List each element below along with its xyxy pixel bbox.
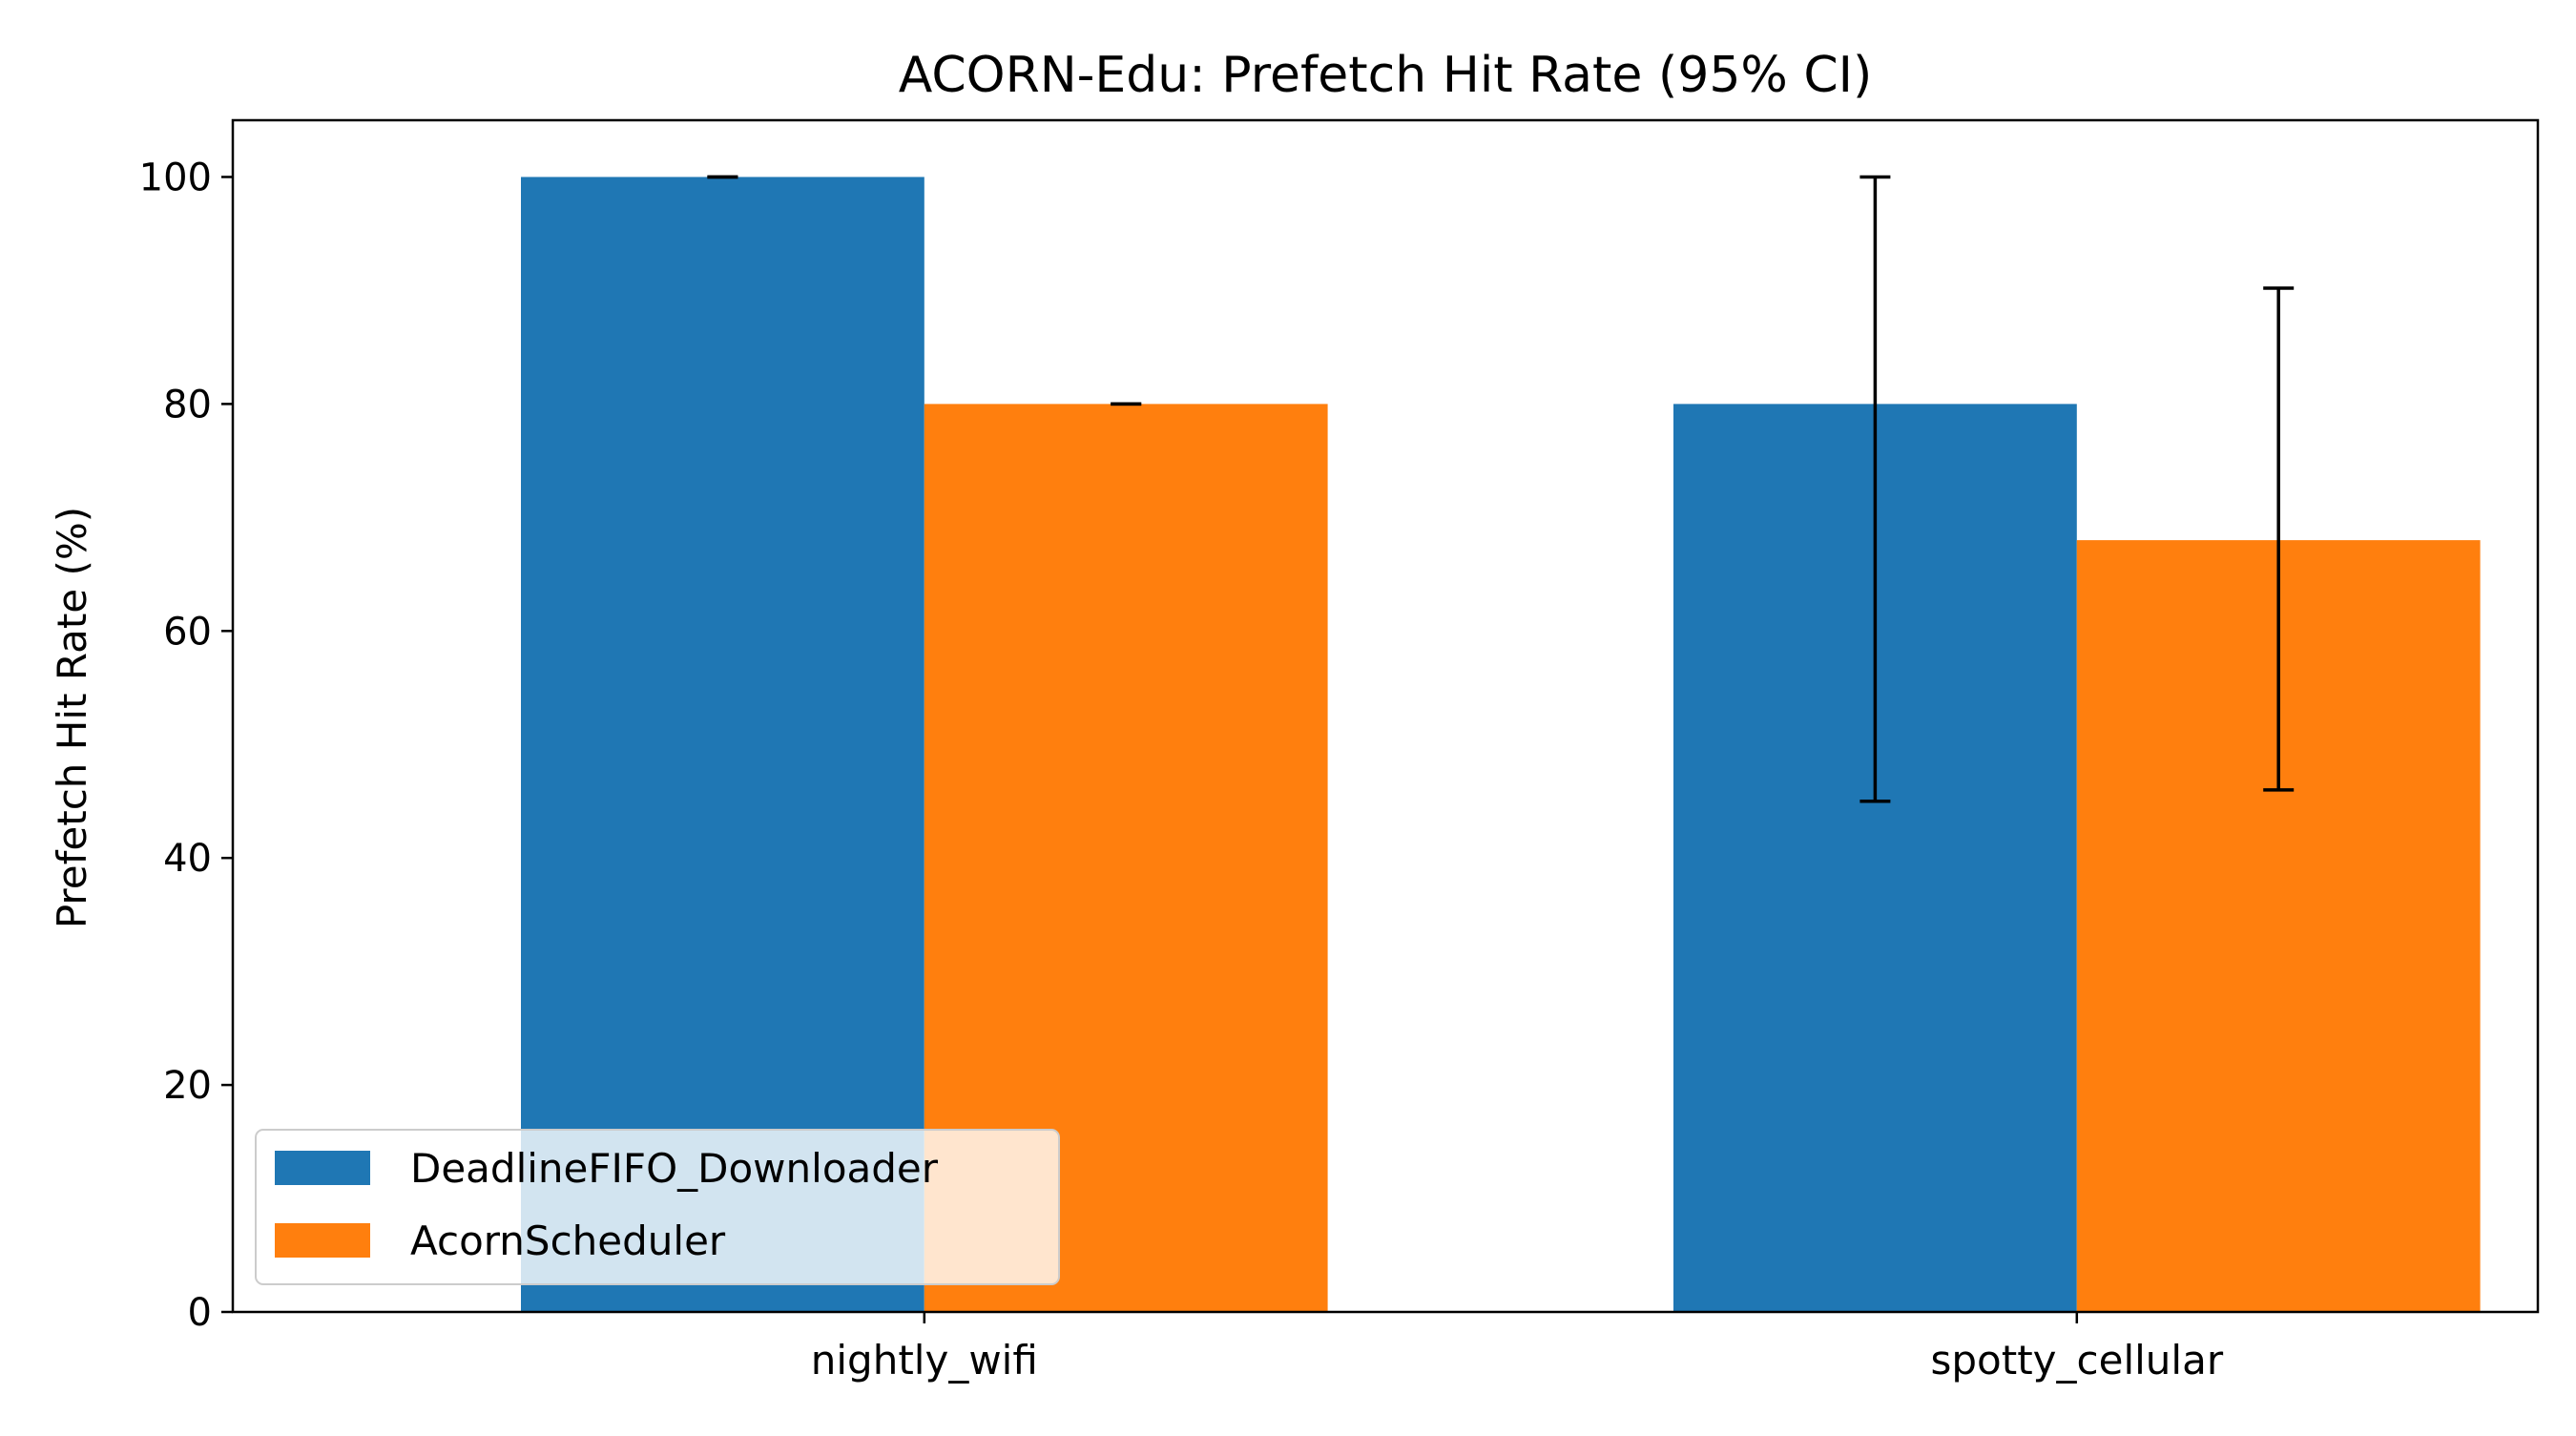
error-bar-DeadlineFIFO_Downloader-spotty_cellular: [1859, 175, 1891, 803]
axes-frame: [231, 118, 2540, 1314]
y-tick-label: 100: [139, 156, 212, 199]
y-tick-label: 80: [163, 383, 212, 427]
x-tick-label: nightly_wifi: [811, 1337, 1038, 1384]
y-tick-label: 20: [163, 1064, 212, 1108]
bar-DeadlineFIFO_Downloader-nightly_wifi: [521, 177, 924, 1312]
legend-box: [255, 1129, 1060, 1285]
y-axis-label: Prefetch Hit Rate (%): [49, 507, 95, 928]
y-tick-label: 0: [188, 1291, 212, 1335]
y-tick-label: 40: [163, 837, 212, 881]
x-tick-label: spotty_cellular: [1931, 1337, 2224, 1384]
error-bar-AcornScheduler-spotty_cellular: [2263, 286, 2295, 792]
legend-swatch: [275, 1151, 370, 1185]
legend-label: DeadlineFIFO_Downloader: [410, 1145, 939, 1192]
legend: DeadlineFIFO_Downloader AcornScheduler: [255, 1129, 1060, 1285]
plot-area: 0 20 40 60 80 100 nightly_wifi spotty_cellular: [139, 118, 2540, 1384]
legend-swatch: [275, 1223, 370, 1258]
chart-title: ACORN-Edu: Prefetch Hit Rate (95% CI): [899, 47, 1873, 104]
y-tick-label: 60: [163, 610, 212, 654]
legend-label: AcornScheduler: [410, 1217, 726, 1264]
